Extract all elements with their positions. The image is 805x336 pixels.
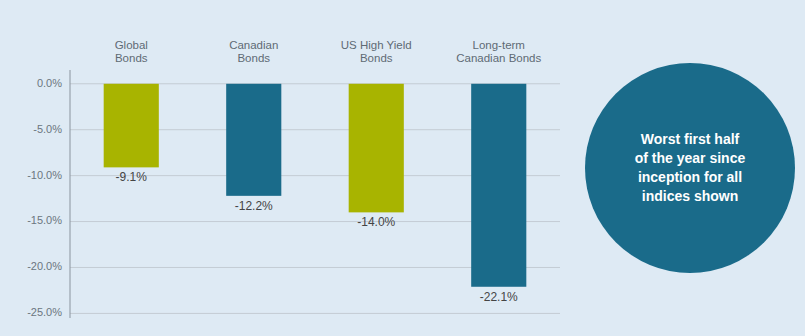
y-tick-label: -10.0% — [27, 169, 62, 181]
grid-line — [70, 313, 560, 314]
data-label: -22.1% — [480, 290, 518, 304]
data-label: -9.1% — [116, 170, 148, 184]
category-label: Long-termCanadian Bonds — [456, 39, 541, 64]
bar — [349, 84, 404, 213]
bar — [104, 84, 159, 168]
data-label: -12.2% — [235, 199, 273, 213]
annotation-circle — [585, 63, 795, 273]
category-label: CanadianBonds — [229, 39, 278, 64]
bar — [471, 84, 526, 287]
chart-svg: 0.0% -5.0% -10.0% -15.0% -20.0% -25.0% -9.1% -1… — [0, 0, 805, 336]
y-tick-label: -25.0% — [27, 306, 62, 318]
annotation-text: Worst first halfof the year sinceincepti… — [635, 130, 746, 203]
category-label: US High YieldBonds — [341, 39, 412, 64]
bars — [104, 84, 527, 287]
y-tick-label: -20.0% — [27, 260, 62, 272]
category-label: GlobalBonds — [115, 39, 148, 64]
y-tick-label: 0.0% — [37, 77, 62, 89]
bar — [226, 84, 281, 196]
y-tick-label: -15.0% — [27, 214, 62, 226]
y-tick-label: -5.0% — [33, 123, 62, 135]
chart-container: 0.0% -5.0% -10.0% -15.0% -20.0% -25.0% -9.1% -1… — [0, 0, 805, 336]
data-label: -14.0% — [357, 215, 395, 229]
background — [0, 0, 805, 336]
y-axis-line — [70, 70, 71, 318]
y-grid: 0.0% -5.0% -10.0% -15.0% -20.0% -25.0% — [27, 77, 560, 319]
